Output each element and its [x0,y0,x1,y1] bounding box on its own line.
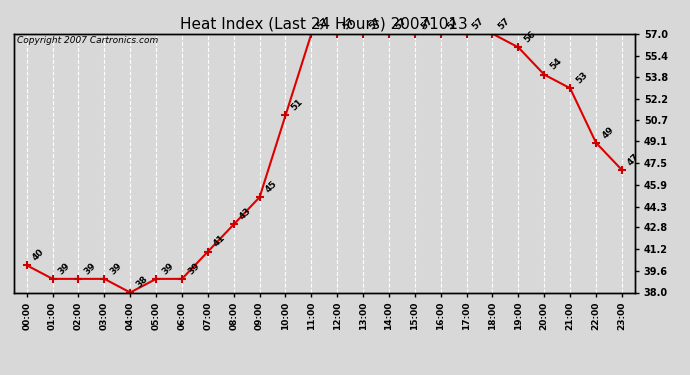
Text: 57: 57 [497,16,512,31]
Text: 57: 57 [445,16,460,31]
Text: 40: 40 [31,247,46,262]
Title: Heat Index (Last 24 Hours) 20071013: Heat Index (Last 24 Hours) 20071013 [180,16,469,31]
Text: 39: 39 [186,261,201,276]
Text: 41: 41 [212,234,227,249]
Text: 39: 39 [160,261,175,276]
Text: 39: 39 [83,261,98,276]
Text: 39: 39 [57,261,72,276]
Text: 56: 56 [522,29,538,45]
Text: 53: 53 [574,70,589,86]
Text: 51: 51 [290,98,305,112]
Text: 38: 38 [135,274,150,290]
Text: 57: 57 [393,16,408,31]
Text: Copyright 2007 Cartronics.com: Copyright 2007 Cartronics.com [17,36,158,45]
Text: 57: 57 [315,16,331,31]
Text: 57: 57 [419,16,434,31]
Text: 45: 45 [264,179,279,194]
Text: 39: 39 [108,261,124,276]
Text: 43: 43 [238,206,253,222]
Text: 57: 57 [471,16,486,31]
Text: 57: 57 [367,16,382,31]
Text: 57: 57 [342,16,357,31]
Text: 47: 47 [626,152,642,167]
Text: 54: 54 [549,57,564,72]
Text: 49: 49 [600,124,615,140]
